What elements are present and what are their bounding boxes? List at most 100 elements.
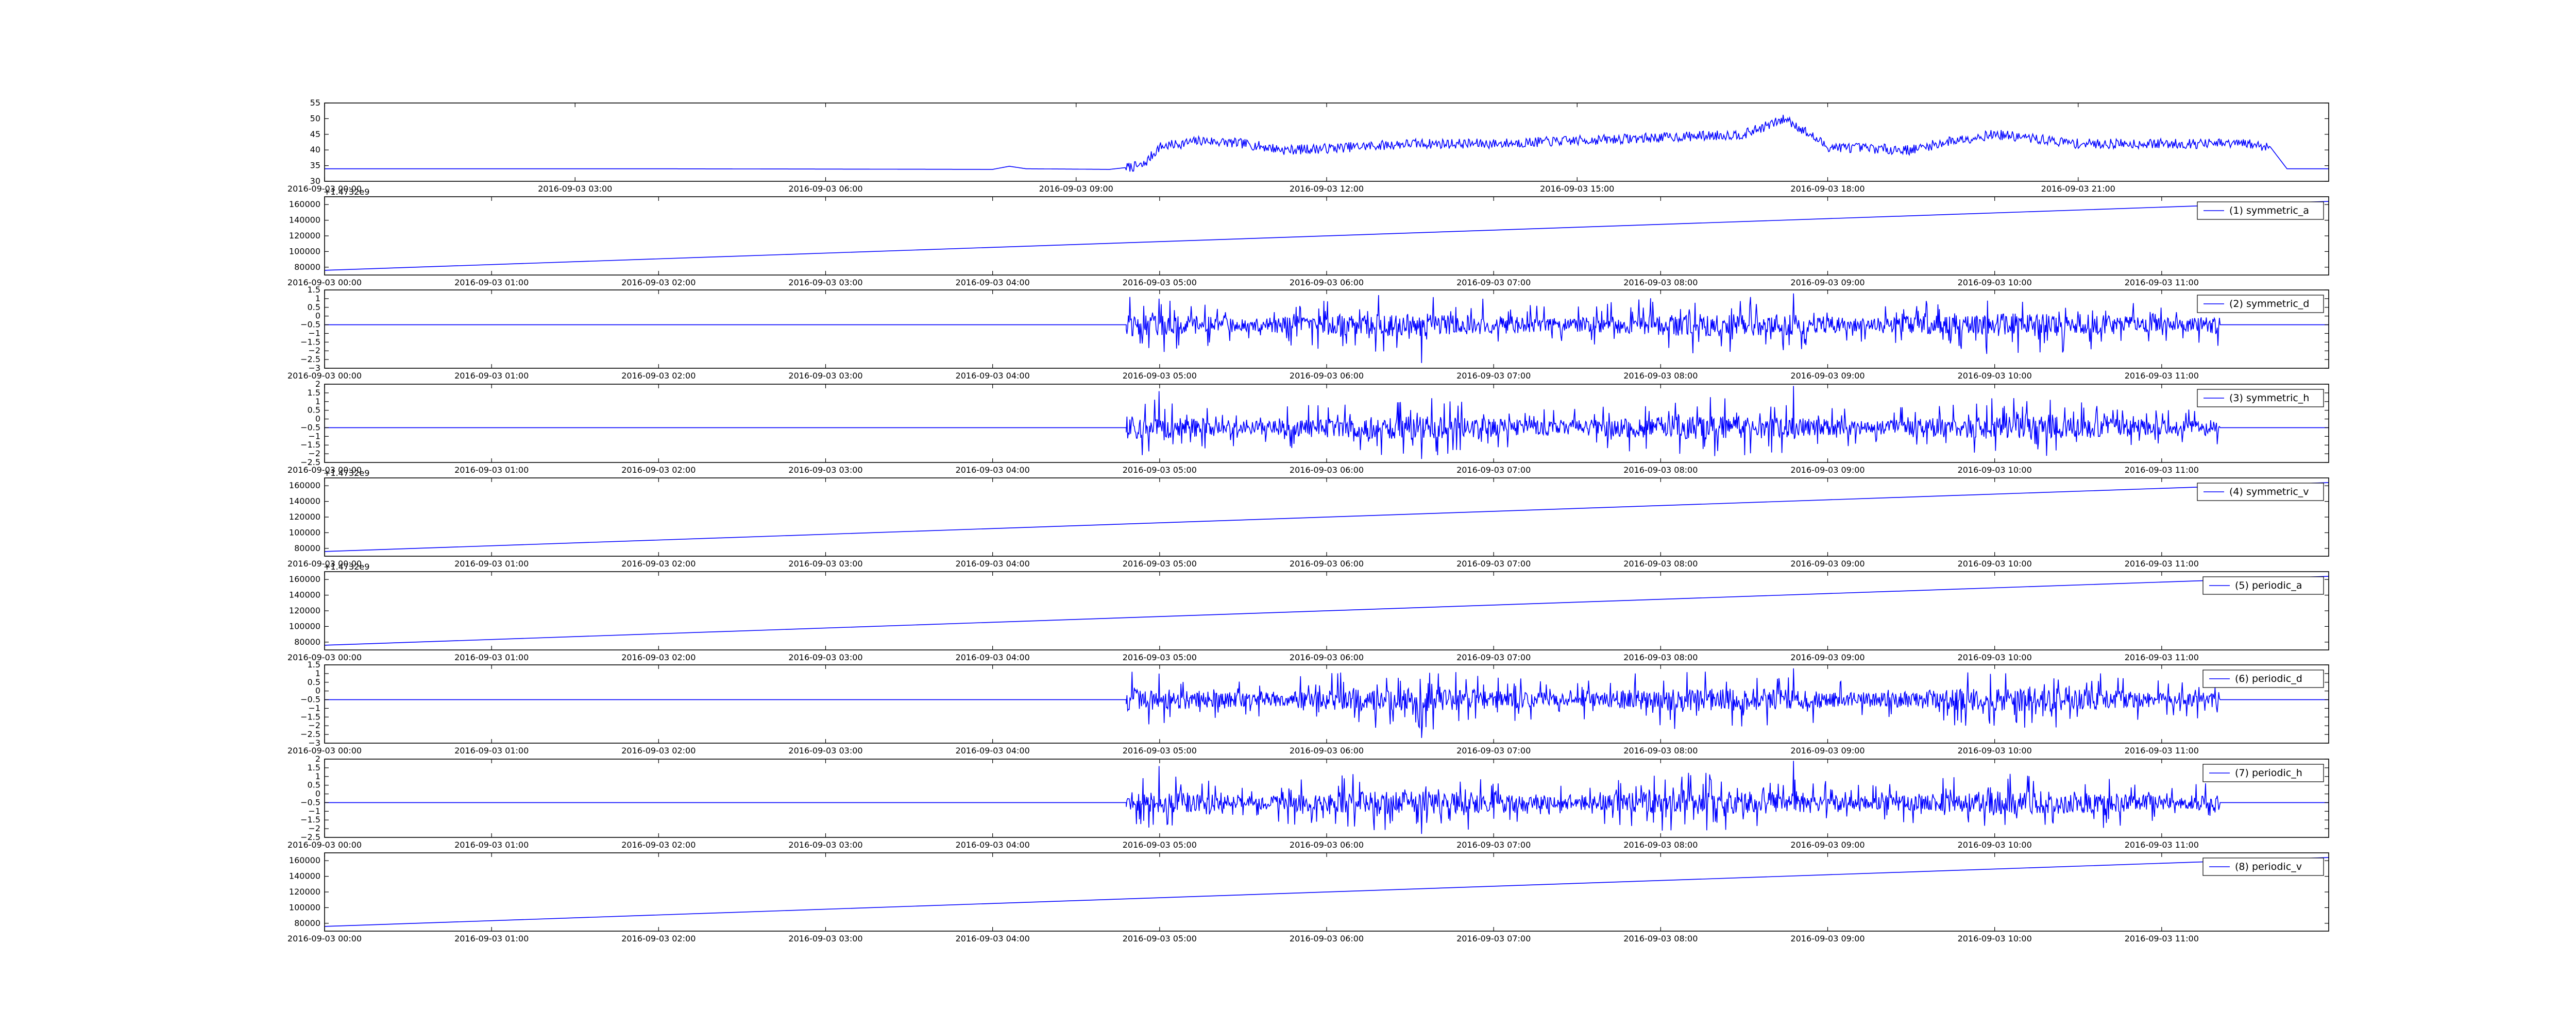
y-tick-label: 120000 bbox=[289, 512, 320, 522]
x-tick-label: 2016-09-03 07:00 bbox=[1456, 840, 1531, 850]
x-tick-label: 2016-09-03 00:00 bbox=[287, 934, 362, 943]
y-tick-label: −2.5 bbox=[300, 354, 320, 364]
x-tick-label: 2016-09-03 03:00 bbox=[788, 559, 862, 569]
x-tick-label: 2016-09-03 07:00 bbox=[1456, 934, 1531, 943]
x-tick-label: 2016-09-03 05:00 bbox=[1123, 559, 1197, 569]
y-tick-label: 120000 bbox=[289, 231, 320, 241]
x-tick-label: 2016-09-03 09:00 bbox=[1790, 653, 1865, 662]
x-tick-label: 2016-09-03 08:00 bbox=[1623, 559, 1698, 569]
x-tick-label: 2016-09-03 05:00 bbox=[1123, 278, 1197, 287]
y-tick-label: 100000 bbox=[289, 902, 320, 912]
y-tick-label: 30 bbox=[310, 176, 320, 186]
series-line bbox=[325, 114, 2329, 172]
x-tick-label: 2016-09-03 03:00 bbox=[788, 465, 862, 475]
y-tick-label: 100000 bbox=[289, 621, 320, 631]
x-tick-label: 2016-09-03 10:00 bbox=[1958, 746, 2032, 756]
legend: (8) periodic_v bbox=[2202, 857, 2324, 876]
x-tick-label: 2016-09-03 00:00 bbox=[287, 840, 362, 850]
x-tick-label: 2016-09-03 05:00 bbox=[1123, 746, 1197, 756]
x-tick-label: 2016-09-03 11:00 bbox=[2125, 653, 2199, 662]
axes-frame bbox=[324, 759, 2329, 838]
y-tick-label: 0.5 bbox=[308, 780, 320, 790]
legend-label: (1) symmetric_a bbox=[2229, 205, 2309, 216]
x-tick-label: 2016-09-03 10:00 bbox=[1958, 371, 2032, 381]
y-tick-label: 160000 bbox=[289, 855, 320, 865]
series-line bbox=[325, 576, 2329, 646]
y-tick-label: 55 bbox=[310, 98, 320, 108]
subplot-9: 80000 100000 120000 140000 160000 2016-09-03 … bbox=[287, 852, 2329, 943]
legend-label: (8) periodic_v bbox=[2235, 861, 2302, 872]
axis-offset-label: +1.4732e9 bbox=[324, 187, 369, 197]
axes-frame bbox=[324, 102, 2329, 182]
series-line bbox=[325, 761, 2329, 834]
x-tick-label: 2016-09-03 03:00 bbox=[788, 653, 862, 662]
x-tick-label: 2016-09-03 04:00 bbox=[956, 746, 1030, 756]
y-tick-label: 1.5 bbox=[308, 763, 320, 772]
legend: (7) periodic_h bbox=[2202, 764, 2324, 782]
y-tick-label: −1 bbox=[308, 328, 320, 338]
x-tick-label: 2016-09-03 11:00 bbox=[2125, 934, 2199, 943]
y-tick-label: 80000 bbox=[294, 543, 320, 553]
x-tick-label: 2016-09-03 10:00 bbox=[1958, 653, 2032, 662]
y-tick-label: 2 bbox=[315, 379, 320, 389]
x-tick-label: 2016-09-03 07:00 bbox=[1456, 559, 1531, 569]
y-tick-label: 0 bbox=[315, 686, 320, 696]
x-tick-label: 2016-09-03 08:00 bbox=[1623, 934, 1698, 943]
x-tick-label: 2016-09-03 09:00 bbox=[1039, 184, 1113, 194]
y-tick-label: −0.5 bbox=[300, 695, 320, 705]
subplot-2: 80000 100000 120000 140000 160000 2016-09-03 … bbox=[287, 187, 2329, 287]
x-tick-label: 2016-09-03 05:00 bbox=[1123, 934, 1197, 943]
x-tick-label: 2016-09-03 06:00 bbox=[1290, 934, 1364, 943]
x-tick-label: 2016-09-03 01:00 bbox=[454, 746, 529, 756]
y-tick-label: 80000 bbox=[294, 262, 320, 272]
y-tick-label: 0.5 bbox=[308, 405, 320, 415]
x-tick-label: 2016-09-03 06:00 bbox=[1290, 559, 1364, 569]
y-tick-label: −0.5 bbox=[300, 320, 320, 330]
y-tick-label: 100000 bbox=[289, 527, 320, 537]
x-tick-label: 2016-09-03 06:00 bbox=[1290, 653, 1364, 662]
x-tick-label: 2016-09-03 15:00 bbox=[1540, 184, 1614, 194]
legend: (5) periodic_a bbox=[2202, 576, 2324, 595]
legend-box bbox=[2202, 670, 2324, 688]
y-tick-label: −2.5 bbox=[300, 832, 320, 842]
x-tick-label: 2016-09-03 03:00 bbox=[538, 184, 612, 194]
x-tick-label: 2016-09-03 04:00 bbox=[956, 559, 1030, 569]
y-tick-label: −0.5 bbox=[300, 797, 320, 807]
x-tick-label: 2016-09-03 05:00 bbox=[1123, 840, 1197, 850]
y-tick-label: 140000 bbox=[289, 871, 320, 881]
y-tick-label: 0.5 bbox=[308, 302, 320, 312]
x-tick-label: 2016-09-03 06:00 bbox=[1290, 278, 1364, 287]
legend: (2) symmetric_d bbox=[2197, 295, 2324, 313]
y-tick-label: 1.5 bbox=[308, 285, 320, 295]
x-tick-label: 2016-09-03 09:00 bbox=[1790, 465, 1865, 475]
y-tick-label: 1.5 bbox=[308, 660, 320, 670]
y-tick-label: 140000 bbox=[289, 215, 320, 225]
subplot-7: −3−2.5−2−1.5−1−0.500.511.5 2016-09-03 00:… bbox=[287, 660, 2329, 756]
x-tick-label: 2016-09-03 02:00 bbox=[621, 840, 696, 850]
series-line bbox=[325, 201, 2329, 271]
y-tick-label: −1.5 bbox=[300, 815, 320, 825]
y-tick-label: 35 bbox=[310, 161, 320, 170]
x-tick-label: 2016-09-03 03:00 bbox=[788, 934, 862, 943]
y-tick-label: −2.5 bbox=[300, 457, 320, 467]
y-tick-label: −1 bbox=[308, 806, 320, 816]
legend-label: (5) periodic_a bbox=[2235, 580, 2302, 591]
legend: (4) symmetric_v bbox=[2197, 483, 2324, 501]
subplot-1: 30 35 40 45 50 55 2016-09-03 00:00 2016-09-03 0… bbox=[287, 98, 2329, 194]
x-tick-label: 2016-09-03 04:00 bbox=[956, 653, 1030, 662]
x-tick-label: 2016-09-03 00:00 bbox=[287, 746, 362, 756]
y-tick-label: 45 bbox=[310, 129, 320, 139]
x-tick-label: 2016-09-03 08:00 bbox=[1623, 746, 1698, 756]
y-tick-label: −0.5 bbox=[300, 422, 320, 432]
x-tick-label: 2016-09-03 05:00 bbox=[1123, 465, 1197, 475]
subplot-4: −2.5−2−1.5−1−0.500.511.52 2016-09-03 00:0… bbox=[287, 379, 2329, 475]
x-tick-label: 2016-09-03 02:00 bbox=[621, 465, 696, 475]
x-tick-label: 2016-09-03 07:00 bbox=[1456, 653, 1531, 662]
subplot-6: 80000 100000 120000 140000 160000 2016-09-03 … bbox=[287, 562, 2329, 662]
x-tick-label: 2016-09-03 07:00 bbox=[1456, 278, 1531, 287]
y-tick-label: 80000 bbox=[294, 637, 320, 647]
y-tick-label: 100000 bbox=[289, 246, 320, 256]
y-tick-label: −1.5 bbox=[300, 440, 320, 450]
axis-offset-label: +1.4732e9 bbox=[324, 562, 369, 572]
